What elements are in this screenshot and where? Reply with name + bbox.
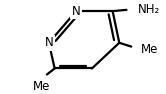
Text: Me: Me bbox=[141, 43, 158, 56]
Text: NH₂: NH₂ bbox=[137, 3, 160, 16]
Text: Me: Me bbox=[33, 80, 50, 93]
Text: N: N bbox=[44, 36, 53, 49]
Text: N: N bbox=[72, 5, 81, 18]
